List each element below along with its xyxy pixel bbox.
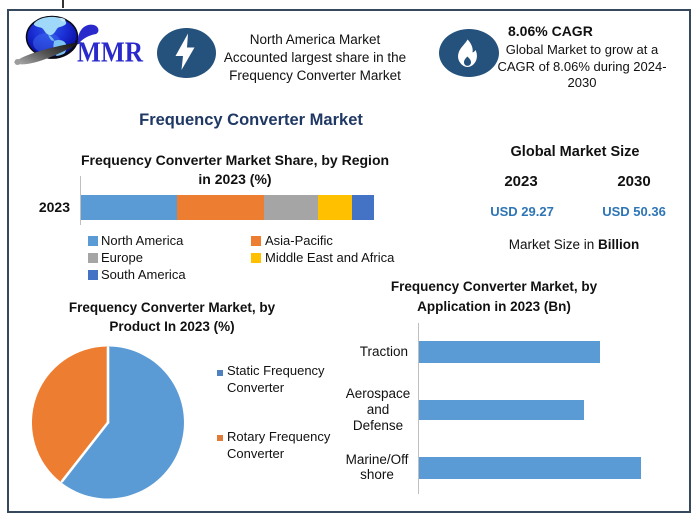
svg-text:MMR: MMR [77,38,144,69]
